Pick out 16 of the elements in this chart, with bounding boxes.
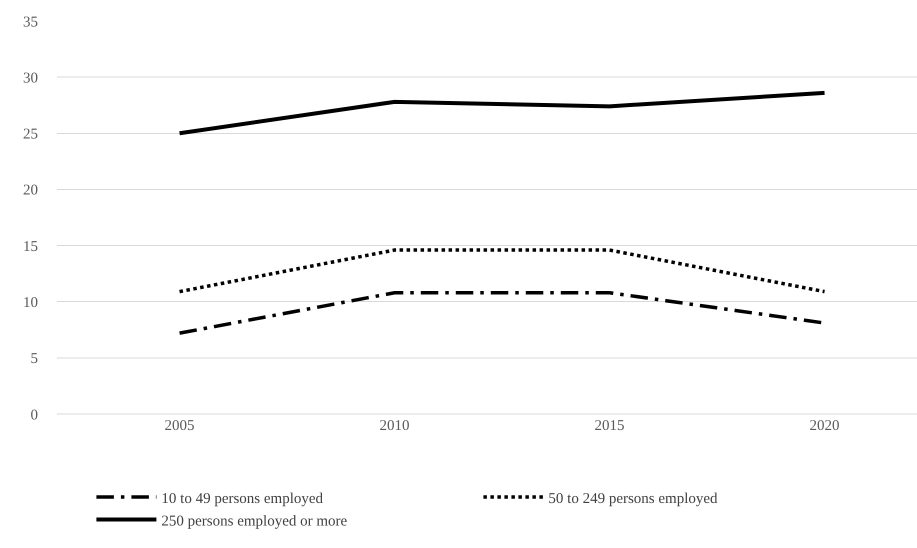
line-series xyxy=(178,90,827,136)
x-tick-label: 2005 xyxy=(164,418,195,434)
legend-label: 10 to 49 persons employed xyxy=(161,490,324,507)
x-tick-label: 2010 xyxy=(380,418,410,434)
y-tick-label: 10 xyxy=(23,294,38,311)
y-tick-label: 15 xyxy=(23,238,38,255)
y-tick-label: 20 xyxy=(23,182,38,199)
legend-label: 250 persons employed or more xyxy=(161,513,348,530)
y-tick-label: 5 xyxy=(30,351,38,368)
y-tick-label: 35 xyxy=(23,14,38,30)
y-tick-label: 25 xyxy=(23,126,38,143)
x-tick-label: 2020 xyxy=(810,418,840,434)
legend-label: 50 to 249 persons employed xyxy=(548,490,718,507)
y-tick-label: 30 xyxy=(23,70,38,86)
y-tick-label: 0 xyxy=(30,407,38,424)
x-tick-label: 2015 xyxy=(594,418,625,434)
